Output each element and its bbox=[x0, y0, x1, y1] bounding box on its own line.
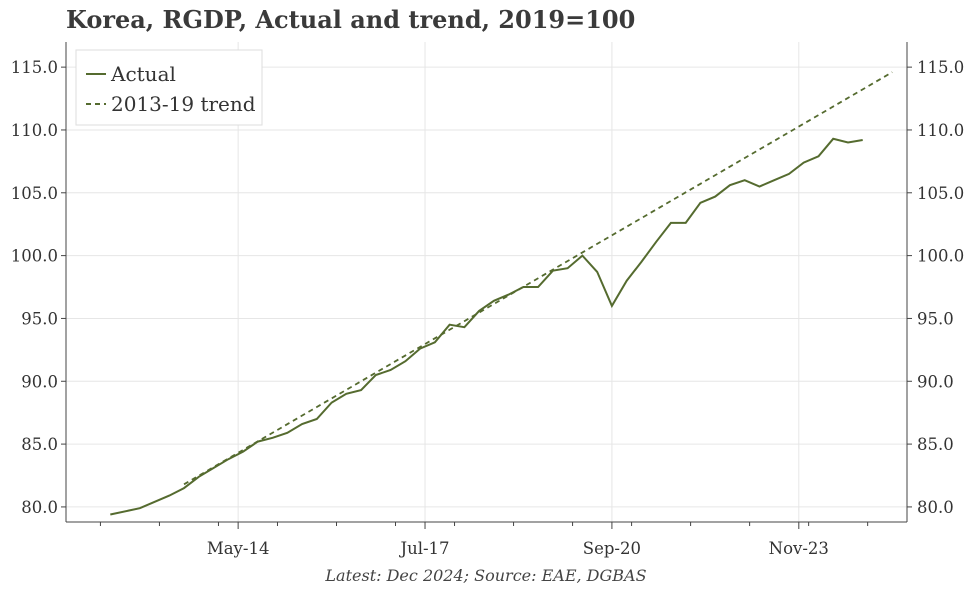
y-tick-label-left: 110.0 bbox=[11, 121, 58, 140]
y-tick-label-right: 85.0 bbox=[917, 435, 954, 454]
series-lines bbox=[110, 71, 893, 516]
y-tick-label-left: 90.0 bbox=[21, 372, 58, 391]
axes bbox=[65, 42, 908, 523]
y-tick-label-left: 85.0 bbox=[21, 435, 58, 454]
actual-line bbox=[110, 137, 863, 516]
footnote: Latest: Dec 2024; Source: EAE, DGBAS bbox=[325, 566, 647, 585]
x-tick-label: Nov-23 bbox=[769, 539, 829, 558]
y-tick-label-right: 115.0 bbox=[917, 58, 964, 77]
y-tick-label-right: 100.0 bbox=[917, 247, 964, 266]
chart-title: Korea, RGDP, Actual and trend, 2019=100 bbox=[66, 5, 636, 34]
y-tick-label-right: 95.0 bbox=[917, 309, 954, 328]
y-tick-label-left: 105.0 bbox=[11, 184, 58, 203]
y-tick-label-right: 110.0 bbox=[917, 121, 964, 140]
y-tick-label-left: 115.0 bbox=[11, 58, 58, 77]
legend-box bbox=[75, 49, 263, 126]
trend-line bbox=[183, 71, 893, 486]
axis-ticks: 80.0 80.0 85.0 85.0 90.0 90.0 95.0 95.0 100.0 100… bbox=[11, 58, 965, 558]
y-tick-label-left: 100.0 bbox=[11, 247, 58, 266]
x-tick-label: Sep-20 bbox=[583, 539, 641, 558]
y-tick-label-right: 105.0 bbox=[917, 184, 964, 203]
legend-label: 2013-19 trend bbox=[111, 92, 256, 116]
x-tick-label: May-14 bbox=[207, 539, 270, 558]
legend-label: Actual bbox=[110, 62, 176, 86]
y-tick-label-left: 80.0 bbox=[21, 498, 58, 517]
y-tick-label-right: 80.0 bbox=[917, 498, 954, 517]
legend: Actual 2013-19 trend bbox=[75, 49, 263, 126]
y-tick-label-right: 90.0 bbox=[917, 372, 954, 391]
x-tick-label: Jul-17 bbox=[398, 539, 449, 558]
y-tick-label-left: 95.0 bbox=[21, 309, 58, 328]
